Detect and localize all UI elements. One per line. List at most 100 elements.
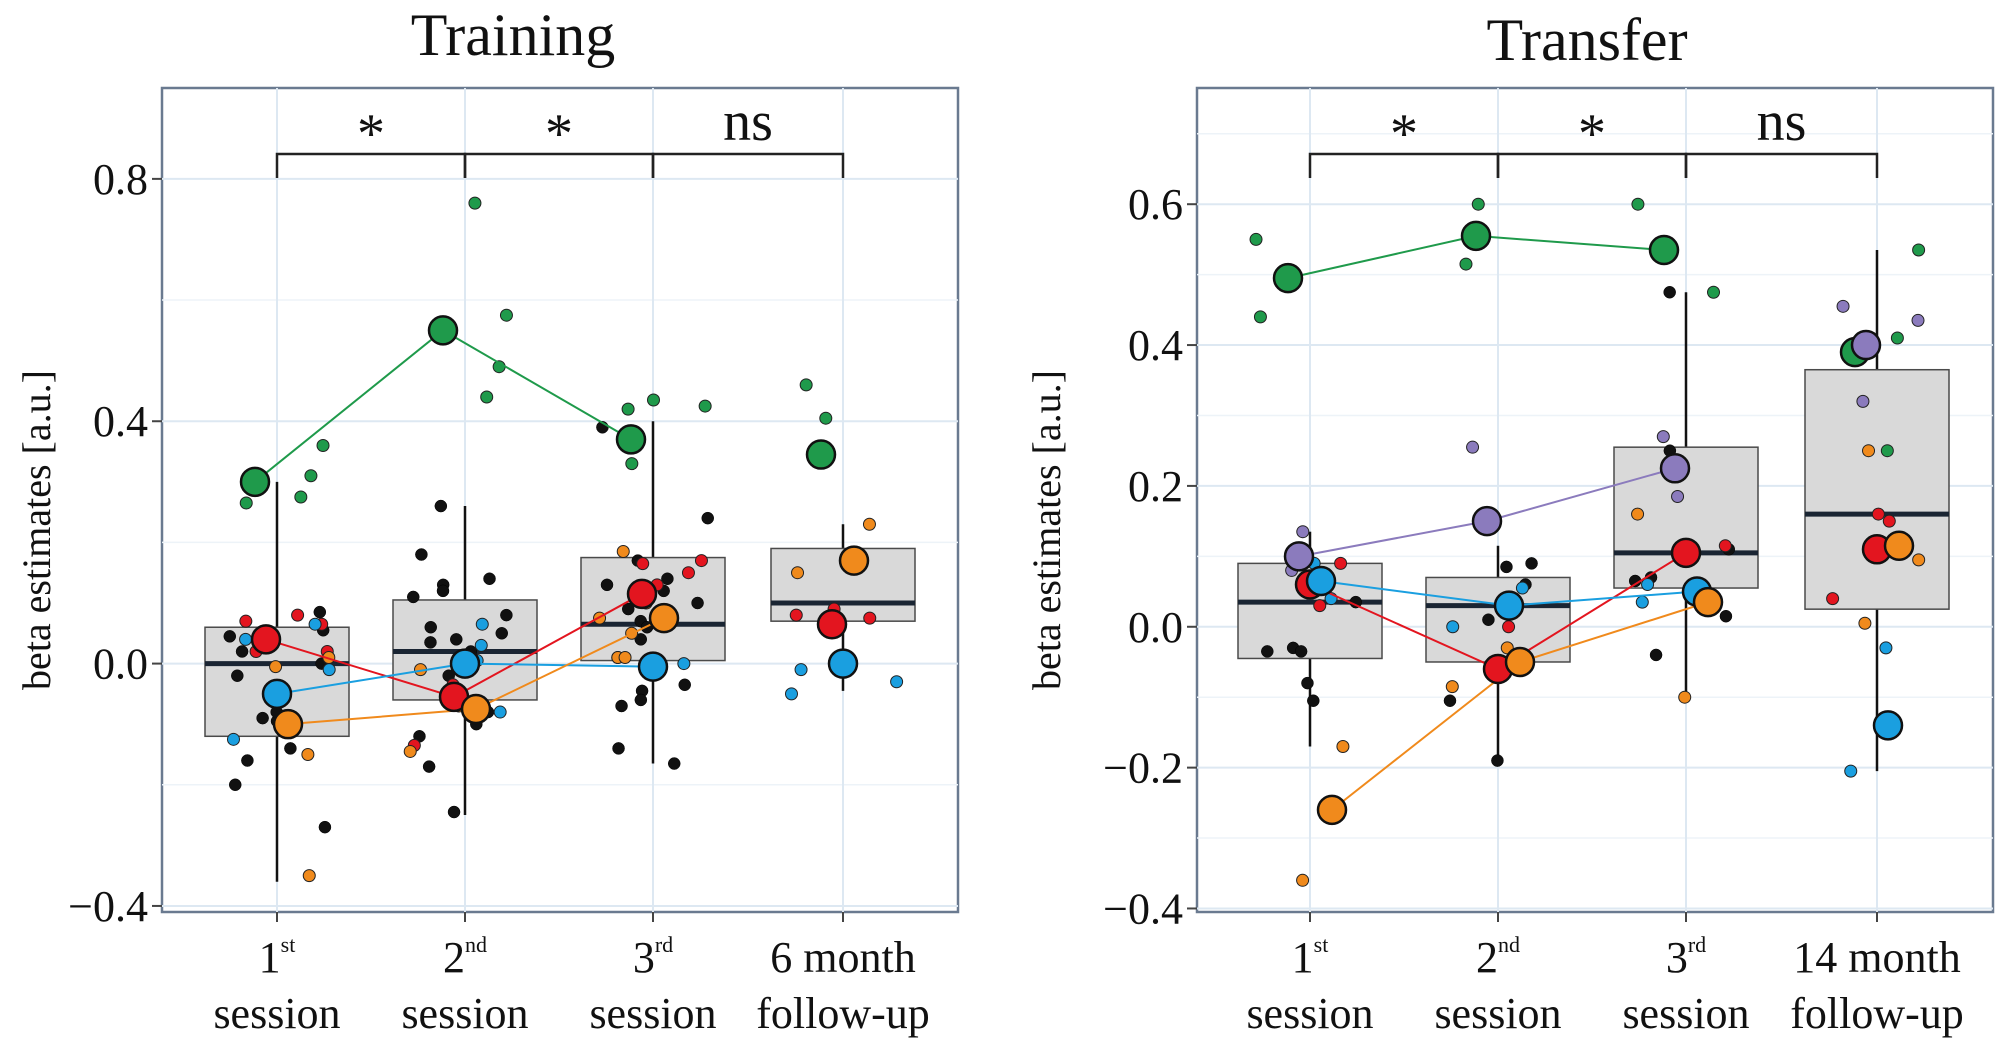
data-point-green [1253,310,1267,324]
box-iqr [1804,368,1950,610]
x-category-label-line1: 1st [259,932,296,982]
data-point-black [1261,645,1274,658]
data-point-black [256,711,269,725]
data-point-blue [1879,641,1893,655]
mean-point-purple [1471,505,1503,537]
data-point-green [239,496,253,510]
x-category-text: 14 month [1793,933,1960,982]
data-point-black [1294,645,1308,658]
x-category-superscript: st [281,932,296,957]
data-point-black [691,596,704,610]
data-point-blue [890,675,904,689]
data-point-orange [1336,739,1350,753]
data-point-green [1890,331,1904,345]
data-point-black [424,636,437,649]
data-point-green [698,399,712,413]
mean-point-purple [1850,329,1882,361]
x-category-text: 2 [443,933,465,982]
significance-label: * [1578,103,1606,165]
data-point-green [294,490,308,504]
data-point-orange [1858,616,1872,630]
data-point-purple [1836,299,1850,313]
mean-point-red [250,624,282,655]
data-point-green [480,390,494,404]
data-point-black [447,805,461,819]
data-point-purple [1466,440,1480,454]
mean-point-green [1648,234,1680,266]
data-point-black [1482,613,1495,626]
transfer-panel: Transfer beta estimates [a.u.] −0.4 −0.2 0… [1024,7,1995,1038]
x-category-text: 3 [1666,933,1688,982]
x-categories-transfer: 1st session 2nd session 3rd session 14 month fo… [1246,932,1963,1038]
mean-point-blue [1872,710,1904,741]
data-point-red [1502,620,1516,634]
data-point-green [1459,257,1473,271]
data-point-red [1826,592,1840,606]
data-point-black [634,693,648,707]
data-point-black [483,572,496,586]
box-iqr [1425,576,1571,663]
data-point-red [1718,539,1732,553]
training-panel: Training beta estimates [a.u.] −0.4 0.0 0.… [14,2,960,1038]
data-point-blue [493,705,507,719]
mean-points-training [239,315,870,740]
significance-label: * [357,103,385,165]
data-point-blue [239,632,253,646]
data-point-blue [322,663,336,677]
data-point-orange [1631,507,1645,521]
data-point-black [235,645,249,658]
data-point-black [1663,285,1676,299]
x-category-label-line1: 3rd [633,932,673,982]
data-point-red [1882,514,1896,528]
data-point-black [1649,648,1663,662]
significance-training: * * ns [275,91,845,178]
mean-point-red [816,608,848,640]
data-point-green [646,393,660,407]
data-point-red [1871,507,1885,521]
data-point-green [1880,444,1894,458]
data-point-black [284,742,297,755]
data-point-purple [1856,394,1870,408]
x-category-text: 1 [1292,933,1314,982]
data-point-black [1491,754,1504,767]
x-category-text: 3 [633,933,655,982]
data-point-orange [1296,873,1310,887]
data-point-red [239,614,253,628]
data-point-black [241,754,254,767]
significance-transfer: * * ns [1308,91,1879,178]
mean-point-blue [1305,565,1337,597]
x-categories-training: 1st session 2nd session 3rd session 6 month fol… [213,932,929,1038]
data-point-black [422,760,436,773]
mean-point-orange [272,708,304,740]
data-point-green [625,457,639,471]
data-point-black [678,678,691,692]
data-point-black [1500,560,1513,574]
data-point-purple [1671,489,1685,503]
mean-point-orange [1316,794,1348,826]
y-tick-label: 0.4 [1128,321,1183,370]
data-point-orange [302,869,316,883]
mean-point-blue [261,678,293,710]
data-point-black [313,605,327,619]
y-tick-label: 0.8 [93,155,148,204]
data-point-orange [1678,690,1692,704]
data-point-orange [616,545,630,558]
mean-point-green [1272,262,1304,294]
chart-title-training: Training [411,2,616,68]
data-point-green [621,402,635,416]
x-category-label-line1: 2nd [1476,932,1520,982]
significance-label: * [545,103,573,165]
mean-point-red [626,578,658,610]
x-category-label-line2: session [1434,989,1561,1038]
mean-point-green [427,315,459,346]
data-point-orange [862,517,876,531]
data-point-black [436,584,450,598]
data-point-black [1301,676,1314,690]
x-category-label-line2: session [213,989,340,1038]
data-point-blue [308,617,322,631]
data-point-red [1334,556,1348,570]
mean-point-orange [460,693,492,725]
data-point-black [1443,694,1457,707]
data-point-black [434,499,448,513]
mean-point-green [805,439,837,470]
